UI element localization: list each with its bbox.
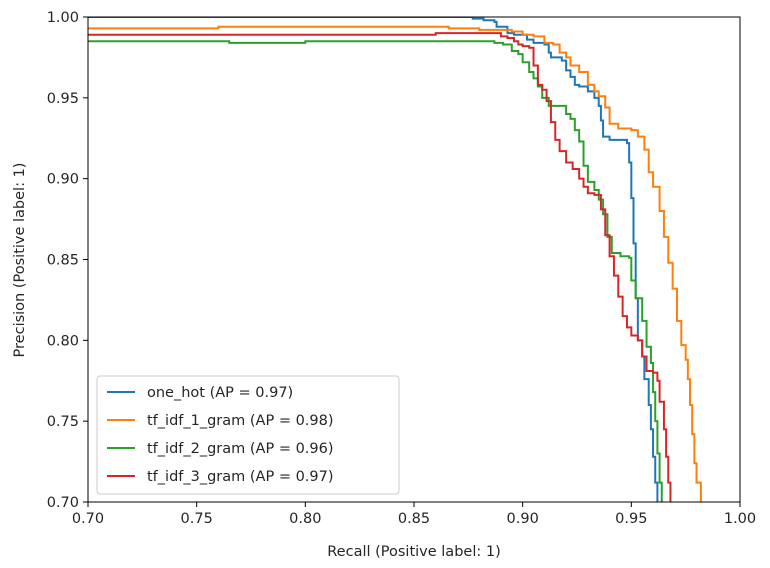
y-axis-label: Precision (Positive label: 1) (12, 163, 28, 358)
legend-label-4: tf_idf_3_gram (AP = 0.97) (147, 469, 334, 485)
legend-label-1: one_hot (AP = 0.97) (147, 385, 293, 401)
y-tick-label: 0.75 (47, 414, 79, 430)
series-layer (88, 17, 702, 502)
legend: one_hot (AP = 0.97) tf_idf_1_gram (AP = 0… (96, 375, 400, 495)
x-axis-label: Recall (Positive label: 1) (327, 544, 500, 560)
y-tick-label: 0.85 (47, 253, 79, 269)
x-tick-label: 0.70 (72, 511, 104, 527)
x-axis: 0.70 0.75 0.80 0.85 0.90 0.95 1.00 (72, 502, 756, 527)
y-tick-label: 0.70 (47, 495, 79, 511)
series-line-3 (88, 40, 663, 502)
x-tick-label: 0.85 (398, 511, 430, 527)
legend-box (96, 375, 400, 495)
y-tick-label: 0.90 (47, 172, 79, 188)
y-tick-label: 1.00 (47, 10, 79, 26)
y-axis: 0.70 0.75 0.80 0.85 0.90 0.95 1.00 (47, 10, 88, 511)
x-tick-label: 0.90 (507, 511, 539, 527)
x-tick-label: 1.00 (724, 511, 756, 527)
legend-label-2: tf_idf_1_gram (AP = 0.98) (147, 413, 334, 429)
x-tick-label: 0.80 (289, 511, 321, 527)
x-tick-label: 0.95 (615, 511, 647, 527)
y-tick-label: 0.95 (47, 91, 79, 107)
x-tick-label: 0.75 (181, 511, 213, 527)
y-tick-label: 0.80 (47, 333, 79, 349)
series-line-2 (88, 25, 702, 502)
legend-label-3: tf_idf_2_gram (AP = 0.96) (147, 441, 334, 457)
series-line-4 (88, 32, 672, 502)
